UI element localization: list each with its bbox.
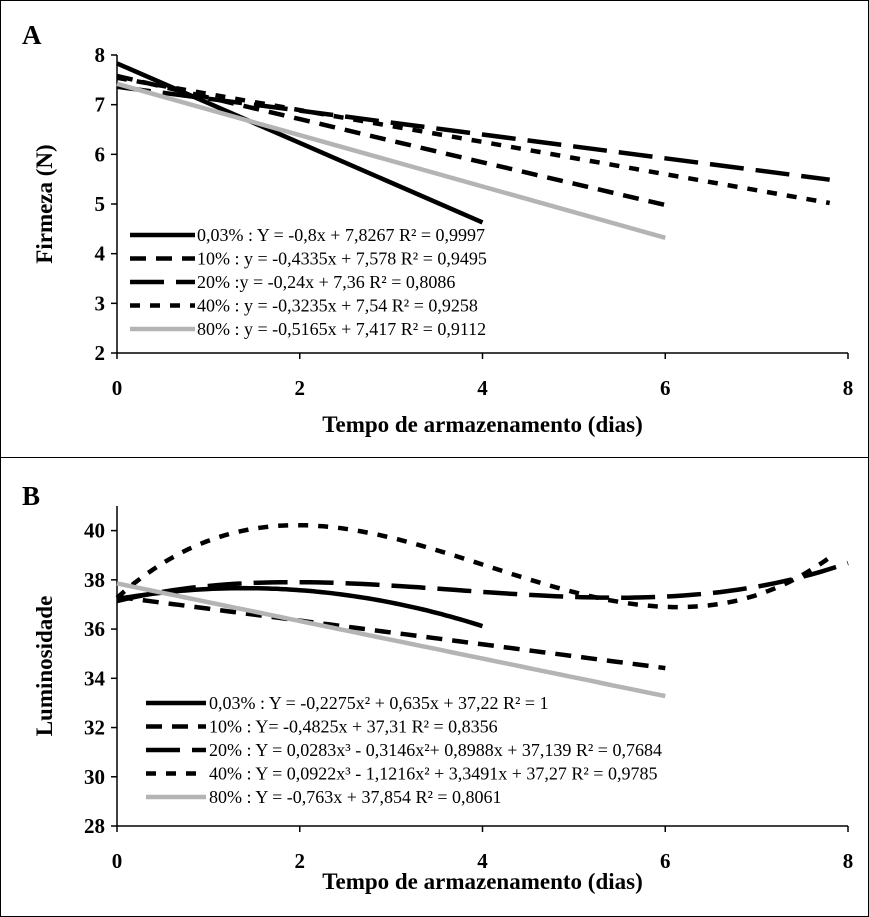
- legend-label-4: 40% : Y = 0,0922x³ - 1,1216x² + 3,3491x …: [209, 764, 657, 784]
- x-tick-label: 6: [660, 376, 671, 400]
- y-axis-title: Firmeza (N): [32, 144, 57, 263]
- y-tick-label: 36: [84, 617, 105, 641]
- legend-label-2: 10% : Y= -0,4825x + 37,31 R² = 0,8356: [209, 717, 498, 737]
- x-tick-label: 6: [660, 849, 671, 873]
- series-line-2: [116, 594, 666, 671]
- x-tick-label: 4: [477, 849, 488, 873]
- legend: 0,03% : Y = -0,2275x² + 0,635x + 37,22 R…: [146, 693, 662, 807]
- y-tick-label: 32: [84, 716, 105, 740]
- series-line-2: [116, 73, 666, 208]
- legend-label-1: 0,03% : Y = -0,8x + 7,8267 R² = 0,9997: [197, 225, 485, 245]
- legend-label-4: 40% : y = -0,3235x + 7,54 R² = 0,9258: [197, 296, 478, 316]
- x-tick-label: 0: [112, 849, 123, 873]
- y-tick-label: 38: [84, 568, 105, 592]
- legend: 0,03% : Y = -0,8x + 7,8267 R² = 0,9997 10…: [130, 225, 487, 339]
- y-tick-label: 5: [95, 192, 106, 216]
- y-tick-label: 34: [84, 666, 106, 690]
- x-tick-label: 2: [295, 376, 306, 400]
- legend-label-5: 80% : y = -0,5165x + 7,417 R² = 0,9112: [197, 319, 486, 339]
- x-axis-title: Tempo de armazenamento (dias): [322, 412, 642, 437]
- series-line-5: [116, 81, 666, 240]
- legend-label-3: 20% :y = -0,24x + 7,36 R² = 0,8086: [197, 272, 455, 292]
- y-tick-label: 7: [95, 93, 106, 117]
- y-tick-label: 8: [95, 43, 106, 67]
- legend-label-5: 80% : Y = -0,763x + 37,854 R² = 0,8061: [209, 787, 502, 807]
- legend-label-3: 20% : Y = 0,0283x³ - 0,3146x²+ 0,8988x +…: [209, 740, 662, 760]
- series-line-5: [116, 581, 666, 699]
- series-line-4: [115, 522, 836, 610]
- y-tick-label: 2: [95, 341, 106, 365]
- y-tick-label: 3: [95, 291, 106, 315]
- x-tick-label: 2: [295, 849, 306, 873]
- y-axis-title: Luminosidade: [32, 596, 57, 737]
- x-tick-label: 4: [477, 376, 488, 400]
- series-line-4: [116, 75, 831, 206]
- y-tick-label: 28: [84, 814, 105, 838]
- y-tick-label: 4: [95, 242, 106, 266]
- x-tick-label: 8: [843, 376, 854, 400]
- x-tick-label: 8: [843, 849, 854, 873]
- legend-label-2: 10% : y = -0,4335x + 7,578 R² = 0,9495: [197, 249, 487, 269]
- y-tick-label: 30: [84, 765, 105, 789]
- series-line-3: [116, 560, 849, 604]
- panel-label: B: [22, 481, 40, 511]
- chart-panel-b: B 28 30 32 34 36 38 40 0 2 4 6 8 Tempo de armazenamen…: [22, 481, 853, 894]
- series-line-3: [116, 84, 830, 182]
- panel-label: A: [22, 20, 42, 50]
- y-tick-label: 40: [84, 519, 105, 543]
- x-tick-label: 0: [112, 376, 123, 400]
- x-axis-title: Tempo de armazenamento (dias): [322, 869, 642, 894]
- y-tick-label: 6: [95, 142, 106, 166]
- legend-label-1: 0,03% : Y = -0,2275x² + 0,635x + 37,22 R…: [209, 693, 549, 713]
- panel-divider: [0, 457, 869, 458]
